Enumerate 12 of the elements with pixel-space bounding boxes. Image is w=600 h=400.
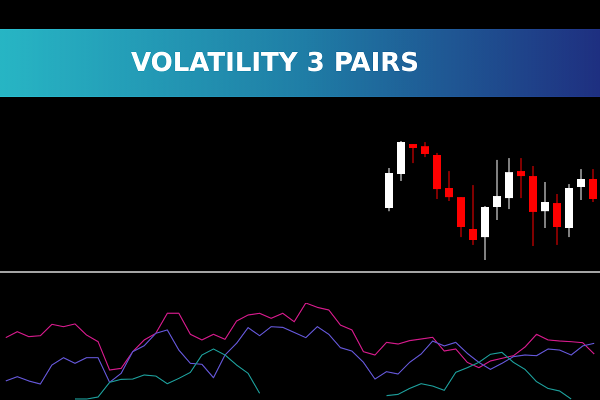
candlestick [469,184,477,246]
candlestick [493,159,501,221]
candlestick [577,168,585,201]
candlestick [517,158,525,199]
banner: VOLATILITY 3 PAIRS [0,29,600,97]
candlestick [541,182,549,228]
candlestick [409,144,417,164]
candlestick [421,142,429,158]
candlestick [445,170,453,202]
candlestick [553,193,561,246]
candlestick [589,168,597,203]
chart-title: VOLATILITY 3 PAIRS [130,48,420,78]
